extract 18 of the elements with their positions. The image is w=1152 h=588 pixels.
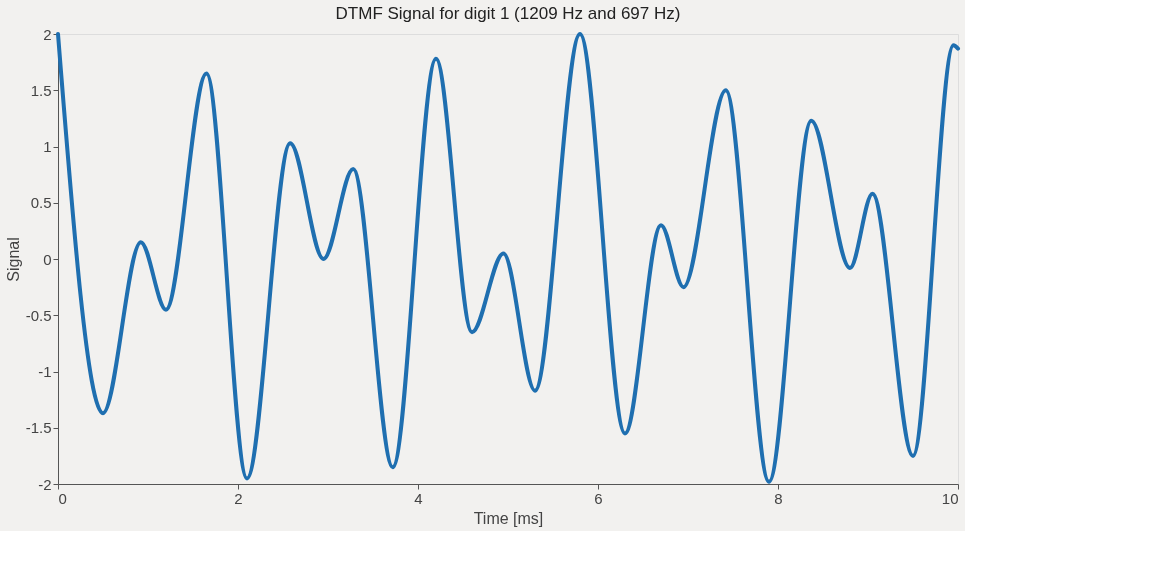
y-axis-title: Signal xyxy=(4,237,22,282)
x-tick-label: 10 xyxy=(941,489,959,507)
y-tick-label: 2 xyxy=(43,25,52,43)
y-tick-label: -2 xyxy=(38,475,52,493)
x-tick-label: 6 xyxy=(594,489,603,507)
x-axis-title: Time [ms] xyxy=(473,509,544,527)
x-tick-label: 2 xyxy=(234,489,243,507)
x-tick-label: 8 xyxy=(774,489,783,507)
chart-title: DTMF Signal for digit 1 (1209 Hz and 697 Hz) xyxy=(335,4,681,23)
y-tick-label: -0.5 xyxy=(25,306,52,324)
y-tick-label: 1.5 xyxy=(30,81,52,99)
y-tick-label: 1 xyxy=(43,138,52,155)
x-tick-label: 0 xyxy=(58,489,67,507)
y-tick-label: -1.5 xyxy=(25,419,52,437)
y-tick-label: -1 xyxy=(38,363,52,380)
x-tick-label: 4 xyxy=(414,489,423,507)
y-tick-label: 0.5 xyxy=(30,194,52,212)
y-tick-label: 0 xyxy=(43,250,52,268)
